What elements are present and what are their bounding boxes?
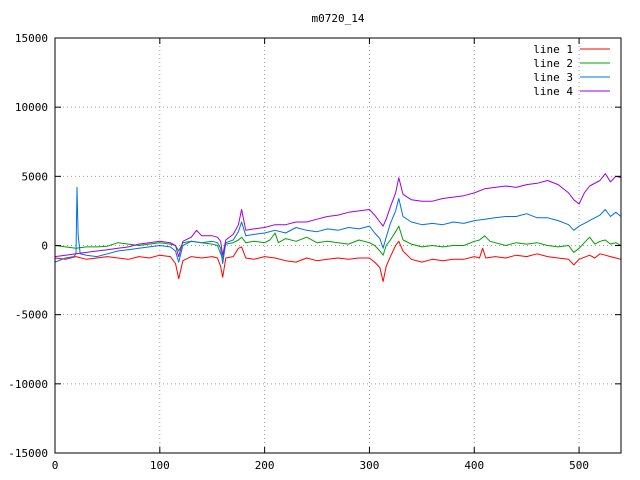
x-tick-label: 200 [255, 459, 275, 472]
y-tick-label: 15000 [15, 32, 48, 45]
series-group [54, 173, 622, 282]
x-tick-label: 500 [569, 459, 589, 472]
x-tick-label: 400 [464, 459, 484, 472]
y-tick-label: -5000 [15, 309, 48, 322]
legend-label: line 4 [533, 85, 573, 98]
y-tick-label: -10000 [8, 378, 48, 391]
series-line-2 [54, 225, 622, 259]
chart-title: m0720_14 [312, 12, 365, 25]
series-line-3 [54, 186, 622, 264]
y-axis: -15000 -10000 -5000 0 5000 10000 15000 [8, 32, 621, 460]
x-tick-label: 100 [150, 459, 170, 472]
legend-label: line 2 [533, 57, 573, 70]
x-axis: 0 100 200 300 400 500 [52, 38, 589, 472]
y-tick-label: -15000 [8, 447, 48, 460]
series-line-1 [54, 240, 622, 282]
series-line-4 [54, 173, 622, 258]
y-tick-label: 5000 [22, 170, 49, 183]
y-tick-label: 10000 [15, 101, 48, 114]
x-tick-label: 300 [360, 459, 380, 472]
legend-label: line 3 [533, 71, 573, 84]
legend-label: line 1 [533, 43, 573, 56]
y-tick-label: 0 [41, 240, 48, 253]
x-tick-label: 0 [52, 459, 59, 472]
